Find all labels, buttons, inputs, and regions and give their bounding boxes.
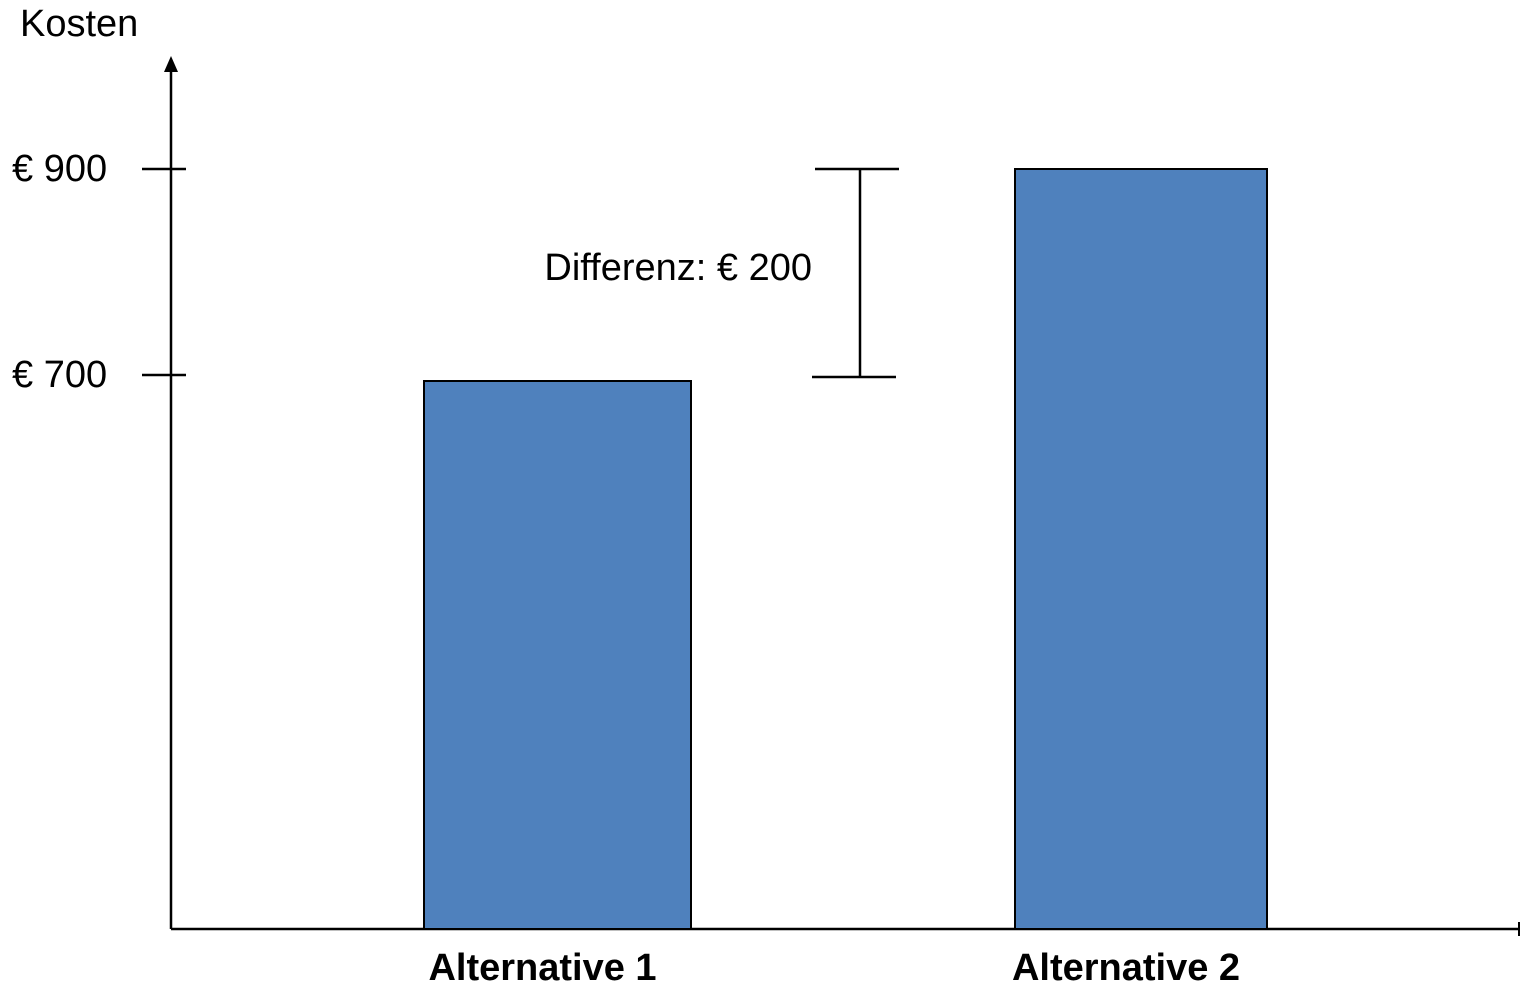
bar-1: [423, 380, 692, 930]
difference-annotation: Differenz: € 200: [544, 167, 899, 379]
x-tick-label: Alternative 2: [1012, 947, 1240, 984]
x-tick-labels: Alternative 1 Alternative 2: [428, 947, 1240, 984]
y-axis-arrow: [164, 56, 178, 72]
difference-label: Differenz: € 200: [544, 247, 812, 289]
y-tick-label: € 700: [12, 354, 107, 396]
bar-2: [1014, 168, 1268, 930]
y-axis-label: Kosten: [20, 3, 138, 45]
x-tick-label: Alternative 1: [428, 947, 656, 984]
y-ticks: € 700 € 900: [12, 148, 186, 396]
y-tick-label: € 900: [12, 148, 107, 190]
bars: [423, 168, 1268, 930]
